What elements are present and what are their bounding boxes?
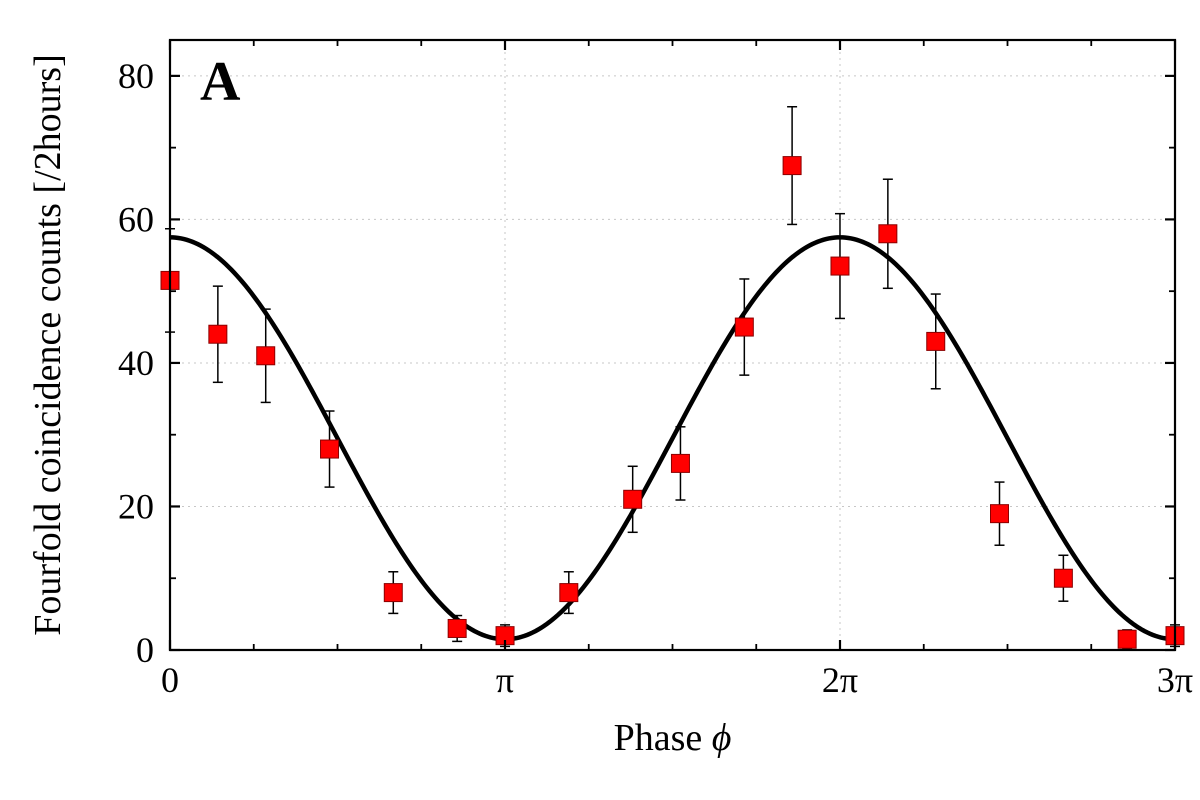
panel-label: A bbox=[200, 51, 241, 113]
data-marker bbox=[1118, 630, 1136, 648]
data-marker bbox=[1054, 569, 1072, 587]
data-marker bbox=[927, 332, 945, 350]
y-tick-label: 60 bbox=[118, 199, 154, 239]
data-marker bbox=[831, 257, 849, 275]
plot-background bbox=[170, 40, 1175, 650]
data-marker bbox=[671, 454, 689, 472]
data-marker bbox=[735, 318, 753, 336]
data-marker bbox=[384, 584, 402, 602]
y-tick-label: 20 bbox=[118, 486, 154, 526]
y-tick-label: 80 bbox=[118, 56, 154, 96]
chart-container: 0 π 2π 3π 0 20 40 60 80 Phase ϕ Fourfold coinciden… bbox=[0, 0, 1200, 800]
x-axis-label: Phase ϕ bbox=[614, 717, 732, 759]
chart-svg: 0 π 2π 3π 0 20 40 60 80 Phase ϕ Fourfold coinciden… bbox=[0, 0, 1200, 800]
data-marker bbox=[560, 584, 578, 602]
y-axis-label: Fourfold coincidence counts [/2hours] bbox=[27, 54, 69, 635]
x-tick-label: 3π bbox=[1157, 660, 1193, 700]
data-marker bbox=[257, 347, 275, 365]
data-marker bbox=[321, 440, 339, 458]
data-marker bbox=[991, 505, 1009, 523]
data-marker bbox=[879, 225, 897, 243]
y-tick-label: 0 bbox=[136, 630, 154, 670]
data-marker bbox=[783, 157, 801, 175]
x-tick-label: 2π bbox=[822, 660, 858, 700]
x-tick-label: π bbox=[496, 660, 514, 700]
y-tick-label: 40 bbox=[118, 343, 154, 383]
data-marker bbox=[209, 325, 227, 343]
x-tick-label: 0 bbox=[161, 660, 179, 700]
data-marker bbox=[624, 490, 642, 508]
data-marker bbox=[448, 619, 466, 637]
